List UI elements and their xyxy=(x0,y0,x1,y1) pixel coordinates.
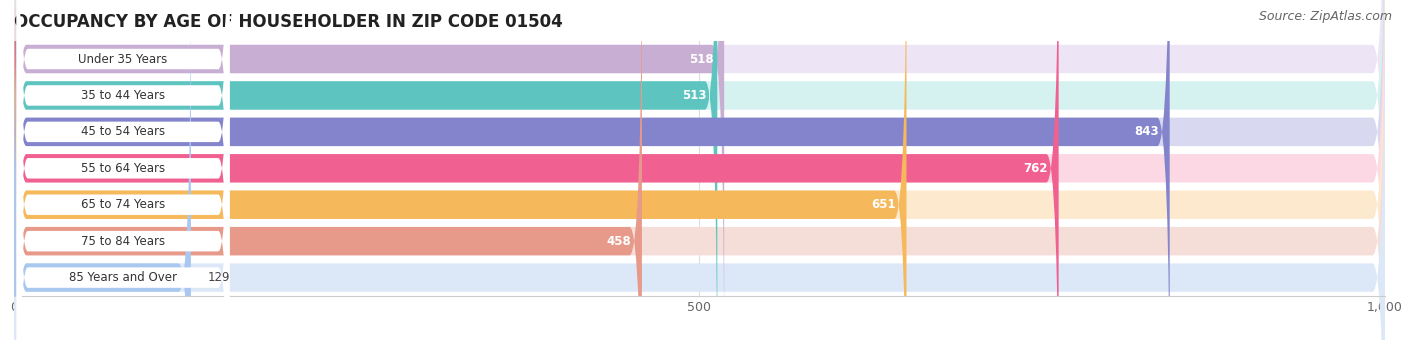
FancyBboxPatch shape xyxy=(14,0,907,340)
Text: 45 to 54 Years: 45 to 54 Years xyxy=(82,125,165,138)
Text: 518: 518 xyxy=(689,52,713,66)
Text: 651: 651 xyxy=(870,198,896,211)
Text: 762: 762 xyxy=(1024,162,1047,175)
Text: 65 to 74 Years: 65 to 74 Years xyxy=(82,198,165,211)
FancyBboxPatch shape xyxy=(17,0,229,340)
FancyBboxPatch shape xyxy=(14,0,1385,340)
Text: 129: 129 xyxy=(207,271,229,284)
FancyBboxPatch shape xyxy=(14,0,724,340)
FancyBboxPatch shape xyxy=(14,0,1059,340)
FancyBboxPatch shape xyxy=(14,0,1385,340)
FancyBboxPatch shape xyxy=(17,0,229,340)
FancyBboxPatch shape xyxy=(14,0,1385,340)
FancyBboxPatch shape xyxy=(14,0,1385,340)
Text: 75 to 84 Years: 75 to 84 Years xyxy=(82,235,165,248)
Text: 85 Years and Over: 85 Years and Over xyxy=(69,271,177,284)
FancyBboxPatch shape xyxy=(17,0,229,340)
Text: 513: 513 xyxy=(682,89,706,102)
FancyBboxPatch shape xyxy=(14,0,1385,340)
Text: 55 to 64 Years: 55 to 64 Years xyxy=(82,162,165,175)
FancyBboxPatch shape xyxy=(17,0,229,340)
FancyBboxPatch shape xyxy=(14,0,717,340)
FancyBboxPatch shape xyxy=(17,0,229,340)
Text: 458: 458 xyxy=(606,235,631,248)
Text: Under 35 Years: Under 35 Years xyxy=(79,52,167,66)
FancyBboxPatch shape xyxy=(14,0,1385,340)
FancyBboxPatch shape xyxy=(17,0,229,340)
FancyBboxPatch shape xyxy=(14,0,191,340)
Text: OCCUPANCY BY AGE OF HOUSEHOLDER IN ZIP CODE 01504: OCCUPANCY BY AGE OF HOUSEHOLDER IN ZIP C… xyxy=(14,13,562,31)
Text: 35 to 44 Years: 35 to 44 Years xyxy=(82,89,165,102)
Text: Source: ZipAtlas.com: Source: ZipAtlas.com xyxy=(1258,10,1392,23)
Text: 843: 843 xyxy=(1135,125,1159,138)
FancyBboxPatch shape xyxy=(14,0,1385,340)
FancyBboxPatch shape xyxy=(14,0,643,340)
FancyBboxPatch shape xyxy=(17,0,229,340)
FancyBboxPatch shape xyxy=(14,0,1170,340)
